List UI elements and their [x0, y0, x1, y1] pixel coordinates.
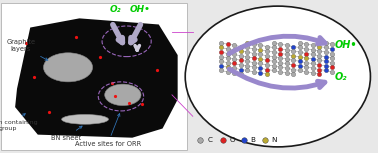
Text: O₂: O₂	[335, 71, 347, 82]
Text: C: C	[207, 137, 212, 143]
Text: Active sites for ORR: Active sites for ORR	[74, 114, 141, 147]
Ellipse shape	[105, 84, 141, 106]
Text: OH•: OH•	[335, 40, 357, 50]
Text: O₂: O₂	[110, 6, 121, 14]
Text: Graphite
layers: Graphite layers	[6, 39, 48, 60]
Text: BN sheet: BN sheet	[51, 126, 82, 141]
Text: Oxygen containing
group: Oxygen containing group	[0, 114, 37, 131]
Text: OH•: OH•	[129, 6, 150, 14]
Text: B: B	[251, 137, 256, 143]
Text: N: N	[271, 137, 277, 143]
Text: O: O	[230, 137, 235, 143]
Ellipse shape	[185, 6, 370, 147]
Polygon shape	[15, 18, 178, 138]
Ellipse shape	[43, 53, 93, 82]
Ellipse shape	[62, 114, 108, 124]
Bar	[1, 3, 187, 150]
